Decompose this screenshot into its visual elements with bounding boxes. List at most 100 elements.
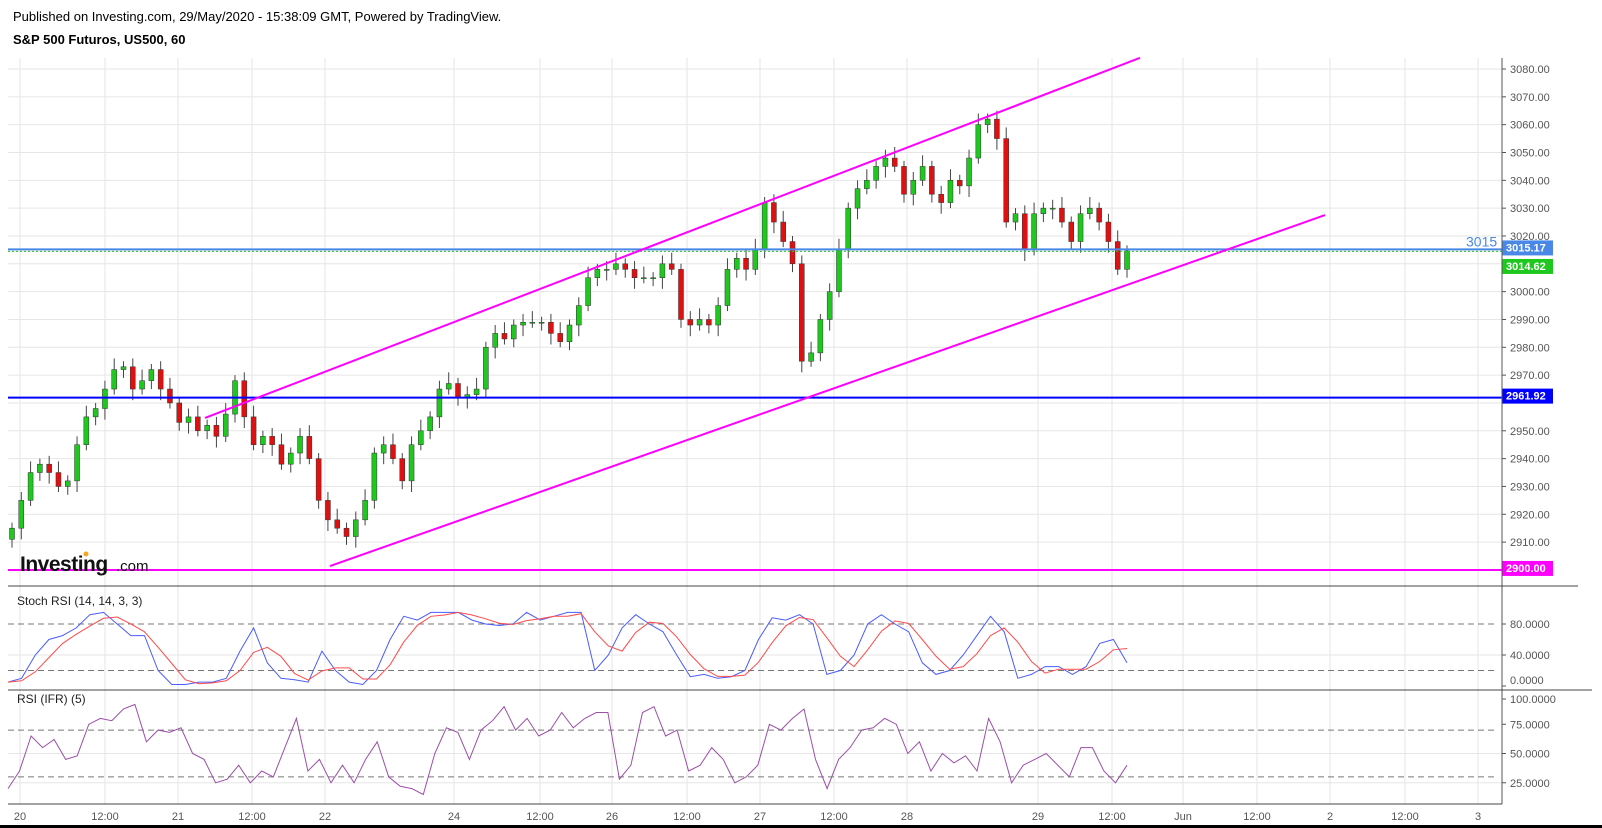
candle-body [864, 180, 870, 189]
candle-body [836, 249, 842, 292]
x-tick-label: 12:00 [820, 811, 848, 823]
x-tick-label: 24 [448, 811, 460, 823]
y-tick-label: 3050.00 [1510, 147, 1550, 159]
candle-body [325, 500, 331, 521]
candle-body [557, 333, 563, 342]
candle-body [1031, 213, 1037, 251]
candle-body [83, 416, 90, 445]
candle-body [92, 408, 99, 418]
candle-body [353, 519, 359, 537]
x-tick-label: 12:00 [526, 811, 554, 823]
candle-body [734, 257, 740, 270]
candle-body [529, 322, 536, 324]
candle-body [362, 500, 368, 521]
candle-body [771, 202, 777, 223]
candle-body [891, 157, 898, 167]
candle-body [1105, 221, 1112, 242]
candle-body [501, 333, 508, 340]
candle-body [659, 263, 666, 278]
candle-body [687, 319, 694, 326]
candle-body [176, 402, 182, 423]
candles [9, 110, 1130, 548]
published-caption: Published on Investing.com, 29/May/2020 … [13, 9, 502, 24]
stoch-tick-label: 40.0000 [1510, 650, 1550, 662]
investing-logo: Investing .com [20, 551, 149, 576]
x-tick-label: 21 [172, 811, 184, 823]
candle-body [492, 333, 498, 348]
candle-body [1077, 213, 1084, 242]
candle-body [966, 157, 972, 187]
candle-body [222, 413, 229, 437]
y-tick-label: 3030.00 [1510, 203, 1550, 215]
price-label-box [1502, 240, 1553, 256]
candle-body [473, 388, 480, 395]
candle-body [947, 180, 954, 203]
x-tick-label: 12:00 [673, 811, 701, 823]
candle-body [315, 458, 322, 501]
candle-body [1096, 207, 1102, 223]
candle-body [901, 166, 907, 195]
candle-body [250, 416, 257, 445]
stoch-title: Stoch RSI (14, 14, 3, 3) [17, 594, 142, 608]
last-price-box [1502, 258, 1553, 274]
candle-body [761, 202, 768, 251]
price-label: 2961.92 [1506, 391, 1546, 403]
candle-body [910, 180, 917, 195]
candle-body [195, 416, 201, 432]
candle-body [799, 263, 805, 362]
price-label: 3015.17 [1506, 242, 1546, 254]
candle-body [204, 424, 210, 432]
candle-body [1049, 207, 1056, 210]
candle-body [260, 436, 266, 445]
y-tick-label: 2980.00 [1510, 342, 1550, 354]
x-tick-label: 12:00 [91, 811, 119, 823]
stoch-tick-label: 0.0000 [1510, 675, 1544, 687]
level-label: 3015 [1466, 233, 1497, 249]
candle-body [436, 388, 443, 418]
y-tick-label: 3020.00 [1510, 231, 1550, 243]
candle-body [576, 305, 582, 326]
candle-body [455, 383, 461, 398]
candle-body [418, 430, 424, 445]
y-tick-label: 2910.00 [1510, 537, 1550, 549]
x-tick-label: 12:00 [1243, 811, 1271, 823]
y-tick-label: 3070.00 [1510, 92, 1550, 104]
candle-body [743, 257, 749, 270]
y-tick-label: 3000.00 [1510, 287, 1550, 299]
x-tick-label: 12:00 [238, 811, 266, 823]
candle-body [548, 322, 554, 334]
y-tick-label: 3040.00 [1510, 175, 1550, 187]
x-tick-label: 12:00 [1098, 811, 1126, 823]
candle-body [538, 322, 545, 324]
last-price-label: 3014.62 [1506, 261, 1546, 273]
stoch-tick-label: 80.0000 [1510, 619, 1550, 631]
y-tick-label: 2970.00 [1510, 370, 1550, 382]
candle-body [297, 436, 303, 454]
logo-text: Investing [20, 553, 108, 576]
candle-body [74, 444, 80, 482]
candle-body [1124, 250, 1130, 270]
candle-body [622, 263, 628, 270]
y-tick-label: 2950.00 [1510, 426, 1550, 438]
channel-upper-line [204, 56, 1141, 419]
y-tick-label: 3080.00 [1510, 64, 1550, 76]
candle-body [631, 269, 638, 278]
candle-body [343, 527, 350, 537]
candle-body [603, 269, 610, 271]
candle-body [483, 347, 489, 390]
candle-body [139, 380, 145, 390]
candle-body [873, 166, 879, 181]
y-tick-label: 2930.00 [1510, 481, 1550, 493]
candle-body [1040, 207, 1047, 214]
candle-body [157, 369, 164, 390]
candle-body [46, 463, 52, 473]
candle-body [678, 269, 684, 320]
stoch-d-line [7, 611, 1128, 685]
price-label: 2900.00 [1506, 563, 1546, 575]
stoch-k-line [7, 611, 1128, 686]
candle-body [1087, 207, 1093, 214]
grid [8, 58, 1502, 804]
candle-body [167, 388, 173, 404]
candle-body [1003, 138, 1009, 223]
